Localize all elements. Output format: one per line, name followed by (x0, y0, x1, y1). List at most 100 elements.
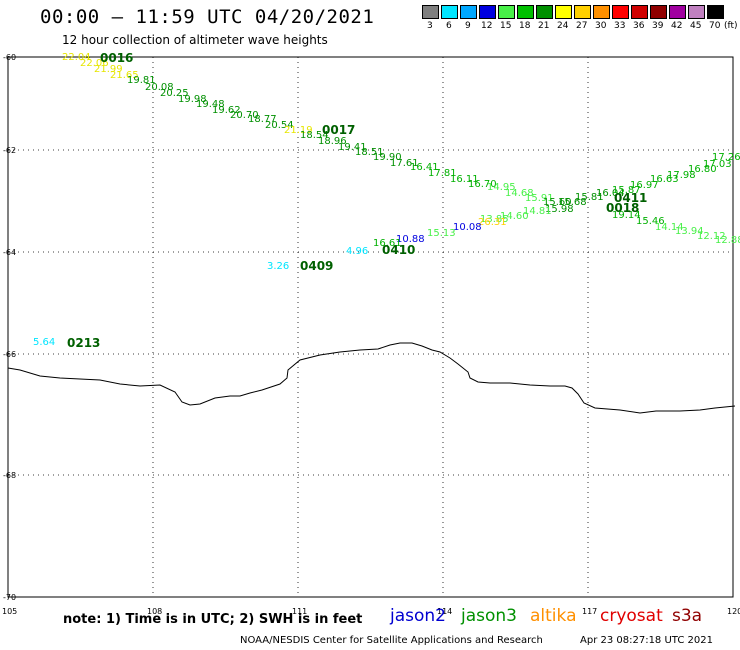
wave-height-value: 5.64 (33, 337, 55, 348)
legend-swatch (631, 5, 648, 19)
legend-swatch (574, 5, 591, 19)
wave-height-value: 19.81 (127, 75, 156, 86)
wave-height-value: 16.80 (688, 164, 717, 175)
wave-height-value: 16.70 (468, 179, 497, 190)
wave-height-value: 20.70 (230, 110, 259, 121)
legend-swatch (707, 5, 724, 19)
wave-height-value: 20.25 (160, 88, 189, 99)
wave-height-value: 19.98 (178, 94, 207, 105)
wave-height-value: 14.95 (487, 182, 516, 193)
wave-height-value: 12.88 (715, 235, 740, 246)
map-frame (7, 56, 734, 598)
pass-number-label: 0213 (67, 336, 100, 350)
legend-swatch (460, 5, 477, 19)
wave-height-value: 16.41 (410, 162, 439, 173)
legend-label: 12 (481, 21, 493, 31)
legend-unit: (ft) (724, 21, 738, 31)
wave-height-value: 17.61 (390, 158, 419, 169)
legend-label: 24 (557, 21, 569, 31)
lon-label: 111 (292, 607, 307, 616)
credit-line: NOAA/NESDIS Center for Satellite Applica… (240, 635, 543, 646)
legend-label: 70 (709, 21, 721, 31)
legend-swatch (555, 5, 572, 19)
lat-label: -62 (3, 146, 16, 155)
legend-label: 30 (595, 21, 607, 31)
legend-label: 39 (652, 21, 664, 31)
footer-note: note: 1) Time is in UTC; 2) SWH is in fe… (63, 612, 363, 627)
map-subtitle: 12 hour collection of altimeter wave hei… (62, 33, 328, 47)
legend-s3a: s3a (672, 606, 703, 626)
legend-swatch (479, 5, 496, 19)
wave-height-value: 17.26 (712, 152, 740, 163)
wave-height-value: 20.54 (265, 120, 294, 131)
legend-swatch (612, 5, 629, 19)
legend-label: 9 (465, 21, 471, 31)
legend-label: 18 (519, 21, 531, 31)
legend-swatch (593, 5, 610, 19)
pass-number-label: 0018 (606, 201, 639, 215)
wave-height-value: 22.04 (62, 52, 91, 63)
wave-height-value: 21.19 (284, 125, 313, 136)
wave-height-value: 18.51 (355, 147, 384, 158)
wave-height-value: 16.97 (630, 180, 659, 191)
wave-height-value: 15.87 (612, 185, 641, 196)
lat-label: -64 (3, 248, 16, 257)
wave-height-value: 21.65 (110, 70, 139, 81)
wave-height-value: 10.08 (453, 222, 482, 233)
wave-height-value: 19.14 (612, 210, 641, 221)
wave-height-value: 3.26 (267, 261, 289, 272)
wave-height-value: 14.81 (523, 206, 552, 217)
graticule (7, 56, 734, 598)
wave-height-value: 14.14 (655, 222, 684, 233)
wave-height-value: 15.46 (636, 216, 665, 227)
lat-label: -68 (3, 471, 16, 480)
pass-number-label: 0409 (300, 259, 333, 273)
wave-height-tracks: 22.0422.0621.9921.6519.8120.0820.2519.98… (33, 52, 740, 348)
legend-swatch (422, 5, 439, 19)
wave-height-value: 21.99 (94, 64, 123, 75)
wave-height-value: 17.81 (428, 168, 457, 179)
legend-swatch (536, 5, 553, 19)
wave-height-value: 17.98 (667, 170, 696, 181)
wave-height-value: 17.03 (703, 159, 732, 170)
wave-height-value: 26.31 (478, 217, 507, 228)
legend-swatch (517, 5, 534, 19)
legend-altika: altika (530, 606, 577, 626)
wave-height-value: 20.08 (145, 82, 174, 93)
legend-label: 45 (690, 21, 702, 31)
wave-height-value: 15.81 (575, 192, 604, 203)
wave-height-value: 14.68 (505, 188, 534, 199)
legend-label: 21 (538, 21, 550, 31)
wave-height-value: 19.90 (373, 152, 402, 163)
wave-height-value: 4.96 (346, 246, 368, 257)
legend-cryosat: cryosat (600, 606, 663, 626)
antarctic-coastline (7, 342, 736, 414)
lon-label: 114 (437, 607, 452, 616)
lat-label: -66 (3, 350, 16, 359)
wave-height-value: 18.54 (300, 130, 329, 141)
wave-height-value: 13.94 (675, 226, 704, 237)
wave-height-value: 12.12 (697, 231, 726, 242)
wave-height-value: 15.68 (558, 197, 587, 208)
legend-jason2: jason2 (390, 606, 446, 626)
wave-height-value: 14.60 (500, 211, 529, 222)
wave-height-value: 18.96 (318, 136, 347, 147)
legend-label: 36 (633, 21, 645, 31)
wave-height-value: 16.11 (450, 174, 479, 185)
lon-label: 108 (147, 607, 162, 616)
wave-height-value: 16.63 (650, 174, 679, 185)
wave-height-value: 10.88 (396, 234, 425, 245)
pass-number-label: 0411 (614, 191, 647, 205)
lat-label: -70 (3, 593, 16, 602)
legend-swatch (669, 5, 686, 19)
wave-height-value: 15.60 (543, 197, 572, 208)
legend-swatch (650, 5, 667, 19)
lon-label: 120 (727, 607, 740, 616)
map-title: 00:00 – 11:59 UTC 04/20/2021 (40, 6, 375, 28)
lon-label: 117 (582, 607, 597, 616)
pass-number-label: 0017 (322, 123, 355, 137)
wave-height-value: 19.48 (196, 99, 225, 110)
axis-labels: -60 -62 -64 -66 -68 -70 105 108 111 114 117 120 (2, 53, 740, 616)
wave-height-value: 16.04 (596, 188, 625, 199)
